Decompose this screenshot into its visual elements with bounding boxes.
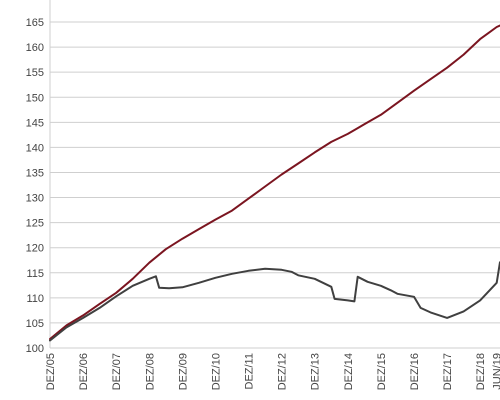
x-tick-label-12: DEZ/17 bbox=[442, 353, 454, 390]
x-tick-label-5: DEZ/10 bbox=[210, 353, 222, 390]
y-tick-label-130: 130 bbox=[26, 193, 44, 205]
y-tick-label-135: 135 bbox=[26, 167, 44, 179]
x-tick-label-10: DEZ/15 bbox=[376, 353, 388, 390]
y-tick-label-110: 110 bbox=[26, 293, 44, 305]
x-tick-label-7: DEZ/12 bbox=[277, 353, 289, 390]
y-tick-label-105: 105 bbox=[26, 318, 44, 330]
series-line-0 bbox=[49, 24, 500, 340]
series-line-1 bbox=[49, 261, 500, 342]
x-tick-label-14: JUN/19 bbox=[492, 353, 500, 390]
y-tick-label-100: 100 bbox=[26, 343, 44, 355]
y-tick-label-165: 165 bbox=[26, 17, 44, 29]
x-tick-label-0: DEZ/05 bbox=[45, 353, 57, 390]
y-tick-label-125: 125 bbox=[26, 218, 44, 230]
y-tick-label-160: 160 bbox=[26, 42, 44, 54]
x-tick-label-2: DEZ/07 bbox=[111, 353, 123, 390]
x-tick-label-4: DEZ/09 bbox=[177, 353, 189, 390]
x-tick-label-3: DEZ/08 bbox=[144, 353, 156, 390]
y-tick-label-140: 140 bbox=[26, 142, 44, 154]
x-tick-label-1: DEZ/06 bbox=[78, 353, 90, 390]
x-tick-label-11: DEZ/16 bbox=[409, 353, 421, 390]
x-tick-label-8: DEZ/13 bbox=[310, 353, 322, 390]
x-tick-label-6: DEZ/11 bbox=[244, 353, 256, 389]
y-tick-label-115: 115 bbox=[26, 268, 44, 280]
y-tick-label-145: 145 bbox=[26, 117, 44, 129]
x-tick-label-13: DEZ/18 bbox=[475, 353, 487, 390]
y-tick-label-150: 150 bbox=[26, 92, 44, 104]
y-tick-label-155: 155 bbox=[26, 67, 44, 79]
y-tick-label-120: 120 bbox=[26, 243, 44, 255]
x-tick-label-9: DEZ/14 bbox=[343, 353, 355, 390]
